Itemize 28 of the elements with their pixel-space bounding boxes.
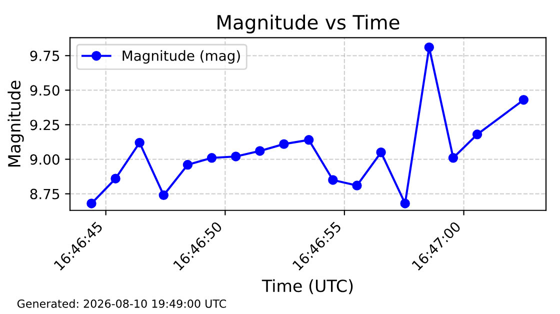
- point: [158, 190, 169, 200]
- x-axis-title: Time (UTC): [262, 279, 353, 294]
- y-tick-label: 9.50: [30, 85, 60, 96]
- legend-label: Magnitude (mag): [122, 50, 240, 64]
- point: [304, 135, 314, 145]
- point: [472, 130, 482, 140]
- point: [328, 175, 338, 185]
- chart-title: Magnitude vs Time: [218, 14, 400, 34]
- point: [206, 153, 217, 163]
- y-axis-title: Magnitude: [8, 80, 24, 167]
- point: [110, 174, 120, 184]
- point: [86, 198, 96, 208]
- y-tick-label: 8.75: [30, 188, 60, 200]
- point: [400, 198, 410, 208]
- point: [134, 138, 144, 148]
- text: Generated: 2026-08-10 19:49:00 UTC: [17, 299, 226, 308]
- point: [376, 147, 386, 158]
- point: [352, 180, 362, 190]
- y-tick-label: 9.00: [30, 154, 60, 165]
- y-tick-label: 9.75: [30, 50, 60, 62]
- point: [518, 94, 529, 105]
- point: [424, 42, 434, 52]
- y-tick-label: 9.25: [30, 120, 60, 130]
- point: [230, 152, 241, 162]
- point: [279, 139, 289, 149]
- point: [182, 160, 193, 170]
- point: [255, 146, 265, 156]
- point: [448, 153, 458, 163]
